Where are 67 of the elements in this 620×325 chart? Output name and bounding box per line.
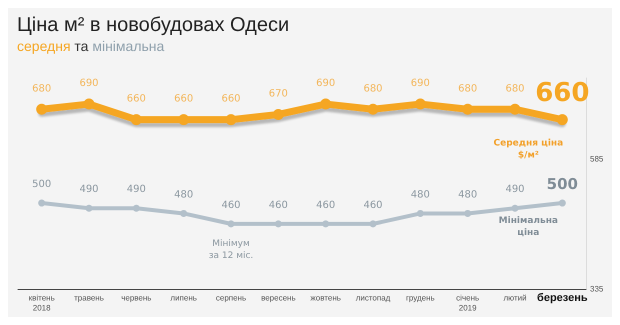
data-label: 460 bbox=[363, 200, 383, 211]
point bbox=[368, 104, 378, 115]
data-label: 490 bbox=[79, 184, 99, 196]
data-label: 660 bbox=[126, 94, 146, 105]
data-label: 480 bbox=[174, 189, 194, 200]
data-label: 660 bbox=[174, 94, 194, 105]
point bbox=[320, 98, 332, 110]
data-label: 460 bbox=[268, 200, 288, 211]
point bbox=[180, 210, 188, 217]
data-label: 490 bbox=[505, 184, 525, 196]
data-label: 670 bbox=[268, 88, 288, 100]
point bbox=[414, 98, 426, 110]
point bbox=[556, 114, 568, 126]
x-tick-label: травень bbox=[74, 294, 104, 302]
point bbox=[274, 220, 282, 228]
x-tick-label: вересень bbox=[261, 294, 296, 302]
y-tick-label: 585 bbox=[590, 154, 604, 164]
point bbox=[84, 98, 94, 110]
point bbox=[130, 114, 142, 126]
point bbox=[462, 104, 474, 115]
chart-title: Ціна м² в новобудовах Одеси bbox=[17, 14, 290, 36]
point bbox=[322, 220, 330, 228]
data-label: 680 bbox=[458, 83, 478, 94]
point bbox=[512, 204, 518, 212]
point bbox=[558, 200, 566, 207]
data-label: 660 bbox=[535, 78, 590, 108]
x-tick-label: лютий bbox=[503, 294, 527, 302]
data-label: 690 bbox=[316, 78, 336, 90]
x-tick-label: жовтень bbox=[310, 294, 341, 302]
data-label: 480 bbox=[410, 189, 430, 200]
x-tick-label: квітень 2018 bbox=[28, 294, 55, 312]
data-label: 660 bbox=[221, 94, 241, 105]
annotation: Мінімум за 12 міс. bbox=[208, 238, 254, 261]
x-tick-label: червень bbox=[121, 294, 152, 302]
point bbox=[272, 108, 284, 120]
x-tick-label: березень bbox=[537, 292, 588, 304]
point bbox=[510, 104, 520, 115]
x-tick-label: грудень bbox=[406, 294, 435, 302]
point bbox=[38, 200, 46, 207]
x-tick-label: серпень bbox=[216, 294, 246, 302]
point bbox=[416, 210, 424, 217]
data-label: 460 bbox=[316, 200, 336, 211]
data-label: 490 bbox=[126, 184, 146, 196]
data-label: 500 bbox=[32, 179, 52, 190]
point bbox=[86, 204, 92, 212]
point bbox=[178, 114, 190, 126]
data-label: 460 bbox=[221, 200, 241, 211]
point bbox=[226, 114, 236, 126]
series-label: Мінімальна ціна bbox=[498, 216, 558, 238]
data-label: 680 bbox=[363, 83, 383, 94]
y-tick-label: 335 bbox=[590, 284, 604, 294]
point bbox=[132, 204, 140, 212]
series-label: Середня ціна $/м² bbox=[493, 138, 564, 161]
x-tick-label: січень 2019 bbox=[456, 294, 480, 312]
point bbox=[464, 210, 472, 217]
data-label: 690 bbox=[79, 78, 99, 90]
x-tick-label: листопад bbox=[356, 294, 391, 302]
point bbox=[370, 220, 376, 228]
chart-subtitle: середня та мінімальна bbox=[17, 38, 165, 54]
x-tick-label: липень bbox=[170, 294, 197, 302]
point bbox=[36, 104, 48, 115]
data-label: 690 bbox=[410, 78, 430, 90]
point bbox=[228, 220, 234, 228]
data-label: 680 bbox=[505, 83, 525, 94]
data-label: 680 bbox=[32, 83, 52, 94]
data-label: 480 bbox=[458, 189, 478, 200]
data-label: 500 bbox=[546, 175, 578, 194]
